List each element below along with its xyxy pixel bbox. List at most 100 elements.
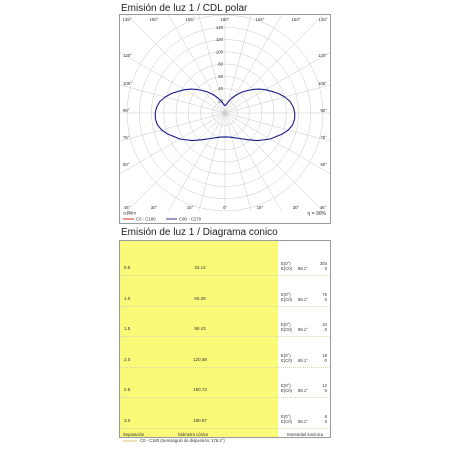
- cone-diameter: 180.87: [193, 418, 207, 423]
- polar-grid: [120, 15, 330, 211]
- cone-highlight-area: [120, 241, 278, 437]
- polar-angle-label-top: 165°: [186, 17, 195, 22]
- polar-grid-spoke: [198, 15, 226, 114]
- polar-radial-tick-label: 140: [216, 25, 224, 30]
- polar-angle-label-right: 60°: [321, 162, 328, 167]
- polar-angle-label-top: 180°: [221, 17, 230, 22]
- cone-row: 2.0 120.58 E(0°) E(C0) 88.1° 19 0: [120, 338, 330, 368]
- row-divider: [120, 397, 330, 399]
- footer-note: C0 - C180 (Semángulo de dispersión: 176.…: [140, 438, 225, 443]
- polar-grid-spoke: [168, 112, 226, 211]
- polar-angle-label-right: 120°: [318, 53, 327, 58]
- legend-label-c90-c270: C90 - C270: [179, 217, 202, 222]
- ec0-label: E(C0): [281, 388, 292, 394]
- ec0-label: E(C0): [281, 357, 292, 363]
- e0-label: E(0°): [281, 383, 291, 389]
- polar-curve-c90-c270: [154, 88, 296, 142]
- footer-separation: Separación: [123, 432, 145, 437]
- polar-grid-spoke: [198, 112, 226, 211]
- polar-angle-label-top: 165°: [256, 17, 265, 22]
- polar-angle-label-top: 150°: [150, 17, 159, 22]
- polar-angle-label-left: 60°: [123, 162, 130, 167]
- polar-grid-spoke: [120, 112, 226, 142]
- cone-row: 2.5 150.72 E(0°) E(C0) 88.1° 12 0: [120, 368, 330, 399]
- ec0-value: 0: [324, 388, 327, 394]
- ec0-value: 0: [324, 327, 327, 333]
- polar-grid-spoke: [224, 15, 252, 114]
- e0-label: E(0°): [281, 352, 291, 358]
- ec0-label: E(C0): [281, 419, 292, 424]
- ec0-label: E(C0): [281, 266, 292, 271]
- polar-grid-spoke: [168, 15, 226, 114]
- ec0-value: 0: [324, 357, 327, 363]
- polar-unit-label: cd/klm: [123, 211, 136, 216]
- angle-value: 88.1°: [298, 388, 308, 394]
- cone-chart-title: Emisión de luz 1 / Diagrama conico: [121, 227, 278, 238]
- angle-value: 88.1°: [298, 327, 308, 333]
- polar-grid-spoke: [224, 52, 330, 114]
- polar-grid-spoke: [224, 84, 330, 114]
- polar-grid-spoke: [224, 112, 324, 211]
- polar-chart-title: Emisión de luz 1 / CDL polar: [121, 3, 248, 14]
- legend-label-c0-c180: C0 - C180: [136, 217, 156, 222]
- polar-angle-label-right: 105°: [318, 81, 327, 86]
- polar-angle-label-left: 90°: [123, 108, 130, 113]
- cone-diameter: 60.29: [194, 295, 206, 301]
- angle-value: 88.1°: [298, 419, 308, 424]
- angle-value: 88.1°: [298, 357, 308, 363]
- polar-radial-tick-label: 100: [216, 49, 224, 54]
- polar-grid-spoke: [224, 112, 330, 174]
- polar-angle-label-top: 135°: [319, 17, 328, 22]
- polar-angle-label-right: 75°: [321, 135, 328, 140]
- polar-grid-spoke: [224, 15, 282, 114]
- e0-label: E(0°): [281, 322, 291, 328]
- e0-value: 34: [322, 322, 327, 328]
- footer-diameter: Diámetro cónico: [178, 432, 209, 437]
- polar-grid-spoke: [120, 84, 226, 114]
- polar-angle-label-bottom: 45°: [320, 205, 327, 210]
- polar-angle-label-bottom: 15°: [257, 205, 264, 210]
- e0-label: E(0°): [281, 414, 291, 419]
- polar-chart: 20 40 60 80 100 120 140 135° 150° 165° 180° 165° 150…: [120, 15, 330, 222]
- polar-angle-label-bottom: 30°: [151, 205, 158, 210]
- polar-grid-spoke: [224, 112, 282, 211]
- ec0-value: 0: [324, 266, 327, 271]
- footer-legend-swatch: [123, 440, 137, 442]
- polar-grid-spoke: [224, 15, 324, 114]
- polar-angle-label-bottom: 45°: [124, 205, 131, 210]
- polar-grid-spoke: [126, 15, 226, 114]
- e0-value: 12: [322, 383, 327, 389]
- row-divider: [120, 275, 330, 276]
- row-divider: [120, 305, 330, 307]
- polar-angle-label-left: 105°: [123, 81, 132, 86]
- footer-intensity: Intensidad lumínica: [287, 432, 324, 437]
- polar-grid-spoke: [120, 112, 226, 174]
- cone-separation: 2.0: [124, 356, 131, 362]
- angle-value: 88.1°: [298, 296, 308, 302]
- polar-grid-spoke: [224, 112, 252, 211]
- cone-diameter: 33.14: [194, 265, 206, 270]
- polar-angle-label-left: 75°: [123, 135, 130, 140]
- ec0-label: E(C0): [281, 327, 292, 333]
- polar-chart-frame: 20 40 60 80 100 120 140 135° 150° 165° 180° 165° 150…: [119, 14, 331, 224]
- row-divider: [120, 336, 330, 338]
- polar-radial-tick-label: 80: [218, 62, 223, 67]
- cone-diameter: 150.72: [193, 387, 207, 393]
- cone-separation: 3.0: [124, 418, 131, 423]
- cone-row: 1.0 60.29 E(0°) E(C0) 88.1° 76 0: [120, 277, 330, 307]
- cone-diameter: 90.43: [194, 326, 206, 332]
- ec0-value: 0: [324, 419, 327, 424]
- polar-angle-label-bottom: 15°: [187, 205, 194, 210]
- e0-value: 8: [324, 414, 327, 419]
- e0-value: 304: [320, 261, 327, 266]
- e0-label: E(0°): [281, 291, 291, 297]
- polar-angle-label-left: 120°: [123, 53, 132, 58]
- e0-value: 76: [322, 291, 327, 297]
- cone-separation: 1.0: [124, 295, 131, 301]
- row-divider: [120, 428, 330, 429]
- polar-angle-label-top: 135°: [123, 17, 132, 22]
- polar-radial-tick-label: 60: [218, 74, 223, 79]
- cone-separation: 0.5: [124, 265, 131, 270]
- e0-label: E(0°): [281, 261, 291, 266]
- cone-row: 3.0 180.87 E(0°) E(C0) 88.1° 8 0: [120, 399, 330, 429]
